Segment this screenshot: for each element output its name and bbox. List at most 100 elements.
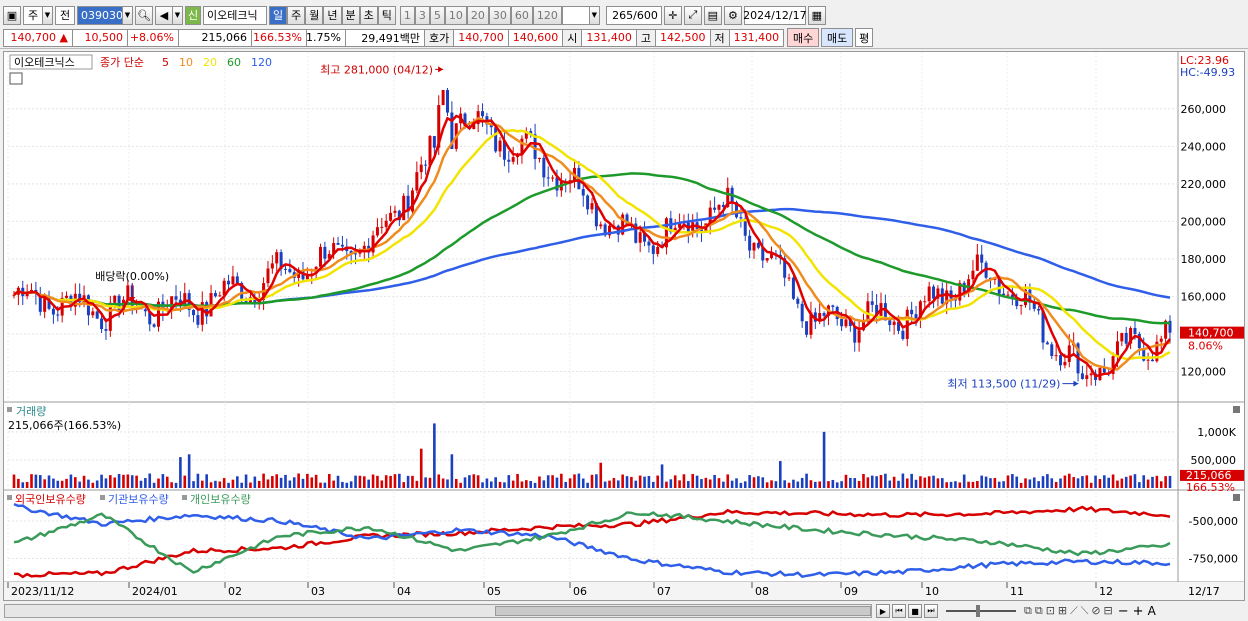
candle-body — [384, 220, 388, 227]
code-input[interactable]: 039030 — [77, 5, 123, 25]
tool-icons[interactable]: ⧉⧉⊡⊞⟋⟍⊘⊟ — [1024, 604, 1116, 617]
buy-button[interactable]: 매수 — [787, 28, 820, 47]
candle-body — [822, 313, 826, 316]
volume-bar — [503, 482, 506, 488]
crosshair-icon[interactable]: ✛ — [663, 5, 682, 25]
volume-bar — [743, 481, 747, 488]
candle-body — [1137, 333, 1141, 349]
period-tab-5[interactable]: 초 — [359, 5, 378, 25]
candle — [765, 258, 769, 263]
stop-icon[interactable]: ■ — [908, 604, 922, 618]
candle — [1080, 365, 1084, 380]
first-icon[interactable]: ⏮ — [892, 604, 906, 618]
volume-bar — [1072, 477, 1075, 488]
volume-bar — [1089, 482, 1093, 488]
foreign-holdings-line — [13, 505, 1171, 579]
volume-bar — [297, 473, 300, 488]
candle — [235, 272, 239, 284]
eval-button[interactable]: 평 — [855, 28, 874, 47]
volume-bar — [1120, 478, 1124, 488]
interval-dropdown-icon[interactable]: ▼ — [588, 5, 600, 25]
interval-button-10[interactable]: 10 — [444, 5, 467, 25]
zoom-slider-thumb[interactable] — [976, 605, 980, 617]
zoom-slider[interactable] — [946, 605, 1016, 617]
font-size-icon[interactable]: A — [1147, 604, 1156, 618]
period-tab-0[interactable]: 일 — [269, 5, 288, 25]
last-icon[interactable]: ⏭ — [924, 604, 938, 618]
candle-body — [853, 325, 857, 343]
code-dropdown-icon[interactable]: ▼ — [122, 5, 133, 25]
speaker-dropdown-icon[interactable]: ▼ — [172, 5, 183, 25]
volume-bar — [761, 477, 765, 488]
scrollbar-thumb[interactable] — [495, 606, 871, 616]
date-field[interactable]: 2024/12/17 — [743, 5, 807, 25]
candle — [1037, 306, 1041, 315]
window-icon[interactable]: ▣ — [3, 5, 21, 25]
candle — [336, 236, 340, 245]
volume-bar — [507, 475, 511, 488]
chart-kind-select[interactable]: 주 — [23, 5, 43, 25]
candle-body — [743, 218, 747, 236]
interval-custom-field[interactable] — [561, 5, 590, 25]
volume-bar — [647, 475, 651, 488]
volume-bar — [1011, 474, 1014, 488]
search-icon[interactable]: 🔍︎ — [135, 5, 153, 25]
interval-button-60[interactable]: 60 — [510, 5, 533, 25]
volume-bar — [1107, 477, 1110, 488]
candle — [608, 223, 612, 239]
volume-pct-tag: 166.53% — [1186, 481, 1235, 494]
volume-bar — [1002, 481, 1005, 488]
horizontal-scrollbar[interactable] — [4, 604, 872, 618]
candle — [498, 136, 502, 158]
candle-body — [910, 309, 914, 315]
volume-bar — [905, 478, 909, 488]
chevron-down-icon[interactable]: ▼ — [42, 5, 53, 25]
volume-bar — [849, 477, 852, 488]
volume-bar — [227, 482, 230, 488]
count-input[interactable]: 265/600 — [605, 5, 662, 25]
interval-button-20[interactable]: 20 — [466, 5, 489, 25]
period-tab-3[interactable]: 년 — [323, 5, 342, 25]
candle-body — [796, 298, 800, 304]
sell-button[interactable]: 매도 — [821, 28, 854, 47]
candle-body — [581, 189, 585, 196]
interval-button-1[interactable]: 1 — [399, 5, 415, 25]
zoom-out-icon[interactable]: − — [1117, 603, 1129, 619]
candle — [1054, 344, 1058, 361]
period-tab-6[interactable]: 틱 — [377, 5, 396, 25]
gear-icon[interactable]: ⚙ — [723, 5, 742, 25]
volume-bar — [148, 473, 152, 488]
interval-button-5[interactable]: 5 — [429, 5, 445, 25]
stock-chart[interactable]: 260,000 240,000 220,000 200,000 180,000 160,0… — [4, 52, 1244, 600]
table-icon[interactable] — [9, 72, 23, 85]
volume-bar — [595, 474, 598, 488]
chart-area[interactable]: 260,000 240,000 220,000 200,000 180,000 160,0… — [3, 51, 1245, 601]
draw-line-icon[interactable]: ⤢ — [683, 5, 702, 25]
volume-bar — [1085, 475, 1089, 488]
period-tab-1[interactable]: 주 — [287, 5, 306, 25]
volume-close-icon[interactable] — [1233, 406, 1240, 413]
interval-button-30[interactable]: 30 — [488, 5, 511, 25]
candle-body — [1015, 299, 1019, 307]
candle-body — [1037, 308, 1041, 311]
volume-bar — [419, 448, 423, 488]
volume-bar — [945, 482, 948, 488]
speaker-icon[interactable]: ◀ — [155, 5, 173, 25]
holdings-close-icon[interactable] — [1233, 494, 1240, 501]
volume-bar — [936, 478, 940, 488]
price-change: 10,500 — [72, 28, 128, 47]
calendar-icon[interactable]: ▦ — [807, 5, 826, 25]
interval-button-3[interactable]: 3 — [414, 5, 430, 25]
scroll-right-icon[interactable]: ▶ — [876, 604, 890, 618]
candle-body — [481, 111, 485, 117]
zoom-in-icon[interactable]: + — [1132, 603, 1144, 619]
volume-bar — [1050, 478, 1054, 488]
save-icon[interactable]: ▤ — [703, 5, 722, 25]
period-tab-4[interactable]: 분 — [341, 5, 360, 25]
volume-bar — [792, 479, 795, 488]
compare-button[interactable]: 전 — [55, 5, 75, 25]
volume-bar — [844, 474, 848, 488]
volume-bar — [564, 481, 568, 488]
interval-button-120[interactable]: 120 — [532, 5, 562, 25]
period-tab-2[interactable]: 월 — [305, 5, 324, 25]
